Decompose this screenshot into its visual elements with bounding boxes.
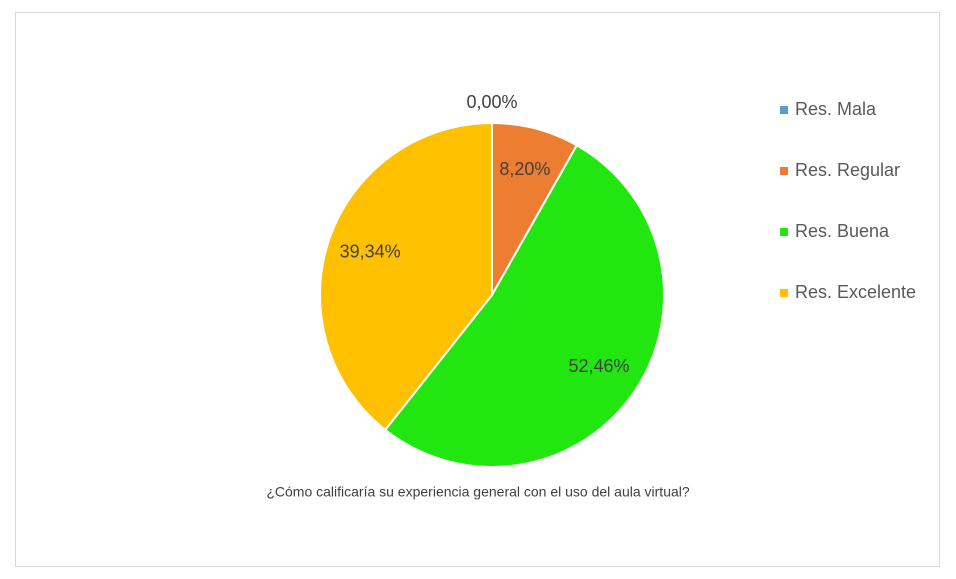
legend-label: Res. Buena (795, 221, 890, 241)
legend-label: Res. Mala (795, 99, 877, 119)
legend-swatch (780, 167, 788, 175)
data-label: 0,00% (466, 92, 517, 112)
pie-slice (491, 121, 579, 299)
legend-label: Res. Regular (795, 160, 900, 180)
legend-swatch (780, 289, 788, 297)
chart-title: ¿Cómo calificaría su experiencia general… (266, 484, 690, 500)
pie-slice (319, 121, 493, 432)
pie-slice (383, 143, 665, 468)
legend-label: Res. Excelente (795, 282, 916, 302)
data-label: 52,46% (568, 356, 629, 376)
data-label: 39,34% (340, 241, 401, 261)
legend-swatch (780, 228, 788, 236)
data-label: 8,20% (499, 159, 550, 179)
legend-swatch (780, 106, 788, 114)
